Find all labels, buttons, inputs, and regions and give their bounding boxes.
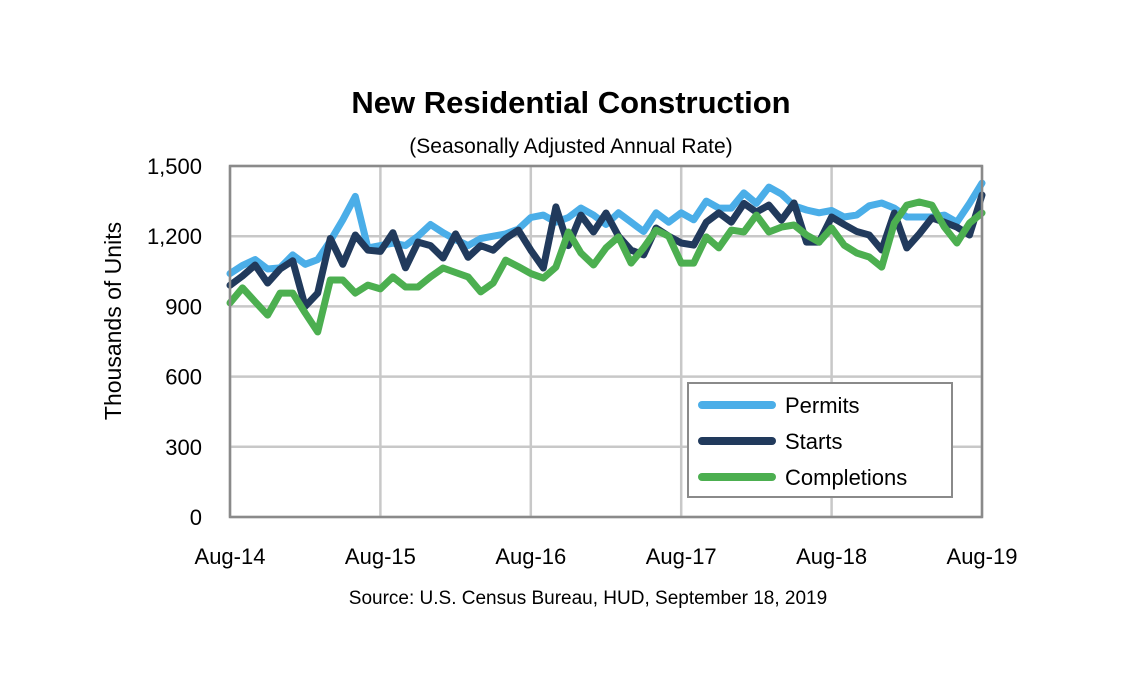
chart-title: New Residential Construction [351, 85, 790, 120]
x-tick-label: Aug-19 [947, 544, 1018, 569]
series-line-starts [226, 191, 986, 310]
legend-label-completions: Completions [785, 465, 907, 490]
source-note: Source: U.S. Census Bureau, HUD, Septemb… [349, 588, 827, 609]
x-tick-label: Aug-16 [495, 544, 566, 569]
y-axis-label: Thousands of Units [100, 222, 126, 420]
series-line-completions [226, 198, 986, 336]
y-tick-label: 900 [165, 294, 202, 319]
y-tick-label: 1,200 [147, 224, 202, 249]
y-tick-labels: 0 300 600 900 1,200 1,500 [147, 154, 202, 530]
series-lines [226, 179, 986, 336]
y-tick-label: 0 [190, 505, 202, 530]
y-tick-label: 600 [165, 365, 202, 390]
y-tick-label: 300 [165, 435, 202, 460]
x-tick-label: Aug-14 [195, 544, 266, 569]
legend: Permits Starts Completions [687, 382, 953, 498]
x-tick-label: Aug-18 [796, 544, 867, 569]
chart-subtitle: (Seasonally Adjusted Annual Rate) [409, 135, 732, 158]
legend-label-permits: Permits [785, 393, 860, 418]
series-line-permits [226, 179, 986, 278]
plot-border [228, 164, 984, 519]
legend-label-starts: Starts [785, 429, 842, 454]
x-tick-label: Aug-17 [646, 544, 717, 569]
x-tick-labels: Aug-14 Aug-15 Aug-16 Aug-17 Aug-18 Aug-19 [195, 544, 1018, 569]
x-tick-label: Aug-15 [345, 544, 416, 569]
y-tick-label: 1,500 [147, 154, 202, 179]
